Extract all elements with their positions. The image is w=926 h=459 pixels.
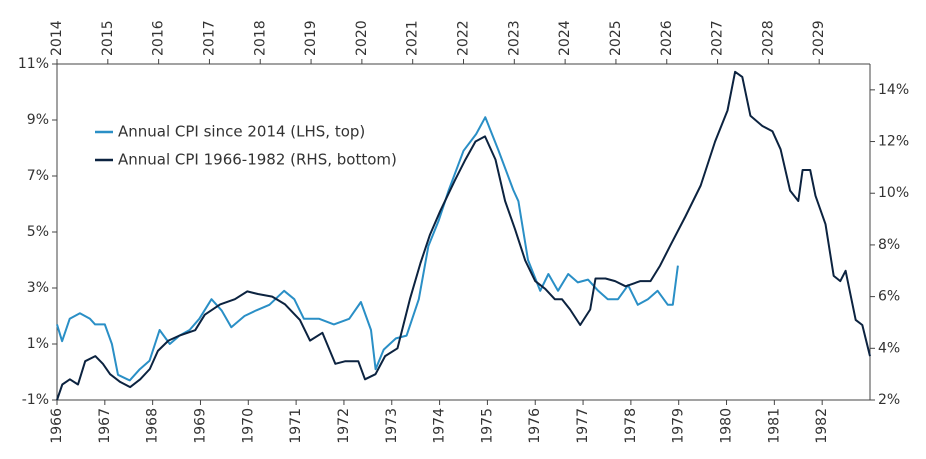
x2-tick-label: 2019 [303, 20, 319, 56]
y-tick-label: 9% [27, 112, 49, 128]
x-tick-label: 1973 [384, 408, 400, 444]
x2-tick-label: 2027 [710, 20, 726, 56]
x2-tick-label: 2015 [100, 20, 116, 56]
x2-tick-label: 2023 [506, 20, 522, 56]
x-tick-label: 1982 [814, 408, 830, 444]
y-tick-label: 1% [27, 336, 49, 352]
y2-tick-label: 6% [878, 289, 900, 305]
x2-tick-label: 2025 [608, 20, 624, 56]
x-tick-label: 1977 [575, 408, 591, 444]
x-tick-label: 1967 [97, 408, 113, 444]
x-tick-label: 1981 [766, 408, 782, 444]
y2-tick-label: 10% [878, 185, 909, 201]
x-tick-label: 1976 [527, 408, 543, 444]
x-tick-label: 1974 [432, 408, 448, 444]
x-tick-label: 1969 [192, 408, 208, 444]
x-tick-label: 1980 [719, 408, 735, 444]
x2-tick-label: 2018 [252, 20, 268, 56]
x-tick-label: 1970 [240, 408, 256, 444]
y2-tick-label: 4% [878, 340, 900, 356]
x-tick-label: 1968 [145, 408, 161, 444]
y2-tick-label: 8% [878, 237, 900, 253]
y-tick-label: -1% [22, 392, 49, 408]
legend-label: Annual CPI 1966-1982 (RHS, bottom) [118, 151, 397, 169]
y-tick-label: 11% [18, 56, 49, 72]
x-tick-label: 1966 [49, 408, 65, 444]
x2-tick-label: 2022 [456, 20, 472, 56]
x2-tick-label: 2029 [811, 20, 827, 56]
x2-tick-label: 2026 [659, 20, 675, 56]
x-tick-label: 1979 [671, 408, 687, 444]
x2-tick-label: 2020 [354, 20, 370, 56]
x2-tick-label: 2016 [151, 20, 167, 56]
x-tick-label: 1975 [479, 408, 495, 444]
x2-tick-label: 2024 [557, 20, 573, 56]
y-tick-label: 3% [27, 280, 49, 296]
x2-tick-label: 2028 [760, 20, 776, 56]
y-tick-label: 5% [27, 224, 49, 240]
x-tick-label: 1972 [336, 408, 352, 444]
y2-tick-label: 14% [878, 82, 909, 98]
y2-tick-label: 12% [878, 134, 909, 150]
x-tick-label: 1971 [288, 408, 304, 444]
x2-tick-label: 2017 [201, 20, 217, 56]
x-tick-label: 1978 [623, 408, 639, 444]
x2-tick-label: 2014 [49, 20, 65, 56]
legend-label: Annual CPI since 2014 (LHS, top) [118, 123, 365, 141]
y2-tick-label: 2% [878, 392, 900, 408]
series-line [56, 116, 679, 382]
x2-tick-label: 2021 [405, 20, 421, 56]
y-tick-label: 7% [27, 168, 49, 184]
series-line [56, 70, 871, 401]
